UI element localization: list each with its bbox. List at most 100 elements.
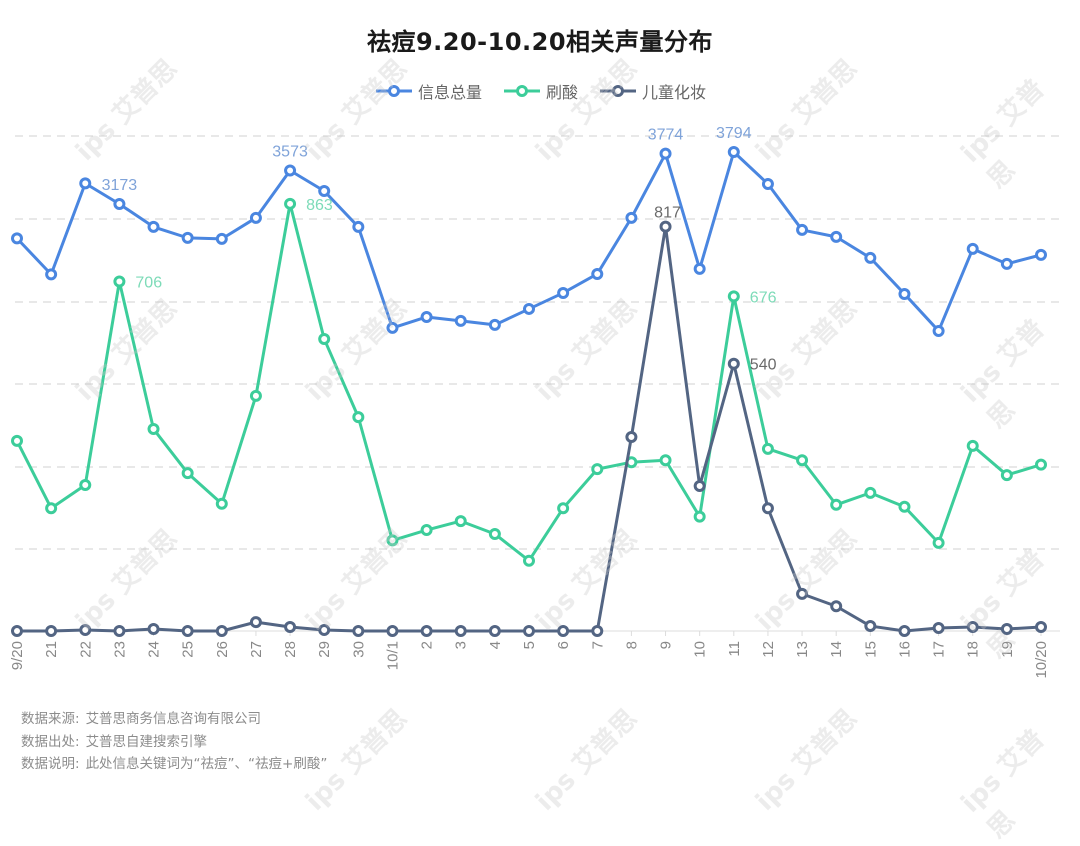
data-point[interactable]: [523, 302, 535, 315]
data-point[interactable]: [864, 251, 877, 264]
data-point[interactable]: [352, 625, 365, 637]
data-point[interactable]: [727, 146, 740, 158]
data-point[interactable]: [215, 232, 228, 245]
data-point[interactable]: [113, 197, 126, 210]
data-point[interactable]: [45, 268, 58, 281]
data-point[interactable]: [966, 242, 979, 255]
data-point[interactable]: [727, 357, 740, 370]
data-point[interactable]: [625, 211, 638, 224]
data-point[interactable]: [864, 486, 877, 499]
data-point[interactable]: [284, 621, 297, 634]
data-point[interactable]: [318, 185, 331, 198]
data-point[interactable]: [181, 231, 194, 244]
data-point[interactable]: [1000, 623, 1013, 636]
data-point[interactable]: [79, 177, 92, 190]
data-point[interactable]: [761, 177, 774, 190]
data-point[interactable]: [796, 223, 809, 236]
data-point[interactable]: [659, 147, 672, 160]
data-point[interactable]: [147, 423, 160, 436]
data-point[interactable]: [932, 536, 945, 549]
data-point[interactable]: [147, 623, 160, 636]
data-point[interactable]: [761, 442, 774, 455]
data-point[interactable]: [932, 324, 945, 337]
data-point[interactable]: [11, 434, 23, 447]
data-label: 676: [750, 289, 777, 306]
x-tick-label: 10/20: [1033, 641, 1050, 679]
data-point[interactable]: [659, 454, 672, 467]
data-point[interactable]: [386, 534, 399, 547]
data-point[interactable]: [1035, 621, 1047, 634]
data-point[interactable]: [523, 625, 535, 637]
data-point[interactable]: [45, 625, 58, 637]
data-point[interactable]: [318, 624, 331, 637]
data-point[interactable]: [79, 624, 92, 637]
data-point[interactable]: [454, 314, 467, 327]
data-point[interactable]: [454, 625, 467, 637]
data-point[interactable]: [352, 411, 365, 424]
data-point[interactable]: [386, 625, 399, 637]
data-point[interactable]: [693, 262, 706, 275]
data-point[interactable]: [898, 287, 911, 300]
data-point[interactable]: [386, 321, 399, 334]
legend-item-acid[interactable]: 刷酸: [502, 79, 578, 103]
data-point[interactable]: [249, 211, 262, 224]
data-point[interactable]: [898, 625, 911, 637]
data-point[interactable]: [659, 220, 672, 233]
data-point[interactable]: [864, 620, 877, 633]
data-point[interactable]: [113, 275, 126, 288]
data-point[interactable]: [181, 625, 194, 637]
data-point[interactable]: [181, 467, 194, 480]
data-point[interactable]: [796, 587, 809, 600]
data-point[interactable]: [693, 479, 706, 492]
data-point[interactable]: [625, 430, 638, 443]
data-point[interactable]: [557, 625, 570, 637]
data-point[interactable]: [830, 600, 843, 613]
legend-item-kids-makeup[interactable]: 儿童化妆: [598, 79, 706, 103]
data-point[interactable]: [488, 318, 501, 331]
data-point[interactable]: [249, 389, 262, 402]
data-point[interactable]: [727, 290, 740, 303]
data-point[interactable]: [591, 463, 604, 476]
data-point[interactable]: [284, 197, 297, 210]
data-point[interactable]: [830, 230, 843, 243]
data-point[interactable]: [45, 502, 58, 515]
data-point[interactable]: [557, 286, 570, 299]
data-point[interactable]: [284, 164, 297, 177]
data-point[interactable]: [523, 554, 535, 567]
data-point[interactable]: [318, 332, 331, 345]
data-point[interactable]: [454, 515, 467, 528]
data-point[interactable]: [1035, 248, 1047, 261]
data-point[interactable]: [352, 220, 365, 233]
data-point[interactable]: [249, 616, 262, 629]
data-point[interactable]: [591, 625, 604, 637]
data-point[interactable]: [420, 310, 433, 323]
data-point[interactable]: [796, 454, 809, 467]
data-point[interactable]: [932, 622, 945, 635]
data-point[interactable]: [898, 500, 911, 513]
data-point[interactable]: [830, 498, 843, 511]
data-point[interactable]: [693, 510, 706, 523]
data-point[interactable]: [420, 625, 433, 637]
data-point[interactable]: [488, 625, 501, 637]
data-point[interactable]: [966, 439, 979, 452]
data-point[interactable]: [11, 625, 23, 637]
legend-item-total[interactable]: 信息总量: [374, 79, 482, 103]
data-point[interactable]: [113, 625, 126, 637]
data-point[interactable]: [147, 220, 160, 233]
data-point[interactable]: [761, 502, 774, 515]
data-point[interactable]: [11, 232, 23, 245]
data-point[interactable]: [1035, 458, 1047, 471]
x-tick-label: 7: [589, 641, 606, 649]
data-point[interactable]: [420, 524, 433, 537]
data-point[interactable]: [215, 497, 228, 510]
data-label: 817: [654, 205, 681, 222]
data-point[interactable]: [966, 621, 979, 634]
data-point[interactable]: [79, 478, 92, 491]
data-point[interactable]: [488, 527, 501, 540]
data-point[interactable]: [1000, 257, 1013, 270]
data-point[interactable]: [591, 267, 604, 280]
data-point[interactable]: [1000, 469, 1013, 482]
data-point[interactable]: [557, 502, 570, 515]
line-marker-icon: [375, 85, 412, 97]
data-point[interactable]: [215, 625, 228, 637]
